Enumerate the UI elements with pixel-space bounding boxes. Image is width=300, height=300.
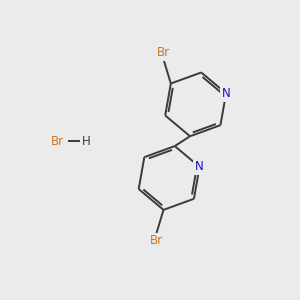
Text: Br: Br xyxy=(157,46,170,59)
Text: H: H xyxy=(82,135,91,148)
Text: N: N xyxy=(222,87,230,100)
Text: Br: Br xyxy=(51,135,64,148)
Text: Br: Br xyxy=(150,234,163,247)
Text: N: N xyxy=(195,160,204,173)
